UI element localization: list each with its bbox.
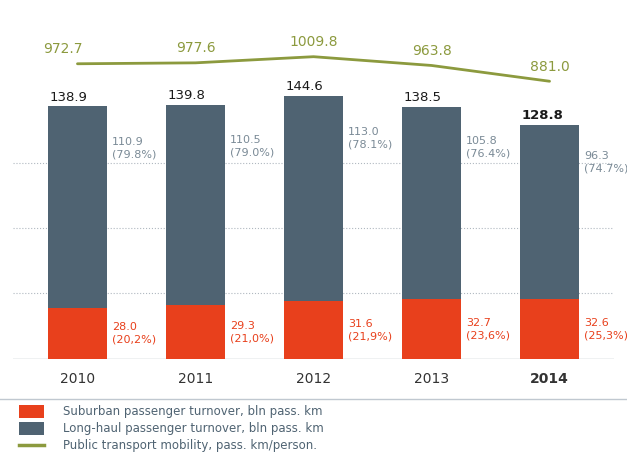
Text: 2013: 2013 [414,372,449,386]
Bar [48,308,107,359]
Text: 32.7
(23,6%): 32.7 (23,6%) [466,318,510,340]
FancyBboxPatch shape [19,422,44,435]
Text: 977.6: 977.6 [176,41,215,55]
Bar [48,106,107,308]
Text: Suburban passenger turnover, bln pass. km: Suburban passenger turnover, bln pass. k… [63,405,322,418]
Bar [284,301,343,359]
Text: 2011: 2011 [178,372,213,386]
Text: 972.7: 972.7 [43,42,83,56]
Text: 144.6: 144.6 [285,80,323,94]
Text: 963.8: 963.8 [412,44,451,58]
Text: Long-haul passenger turnover, bln pass. km: Long-haul passenger turnover, bln pass. … [63,422,324,435]
Text: 138.5: 138.5 [403,91,441,104]
Bar [166,105,225,306]
Bar [166,306,225,359]
Text: 2012: 2012 [296,372,331,386]
Text: 105.8
(76.4%): 105.8 (76.4%) [466,136,510,158]
Text: 2010: 2010 [60,372,95,386]
Text: 32.6
(25,3%): 32.6 (25,3%) [584,318,627,340]
Bar [402,299,461,359]
Text: 110.9
(79.8%): 110.9 (79.8%) [112,137,156,159]
Text: 881.0: 881.0 [530,59,569,74]
Text: 2014: 2014 [530,372,569,386]
Text: 128.8: 128.8 [521,109,563,122]
Text: 96.3
(74.7%): 96.3 (74.7%) [584,151,627,173]
FancyBboxPatch shape [19,405,44,418]
Text: 28.0
(20,2%): 28.0 (20,2%) [112,322,155,345]
Bar [520,124,579,300]
Text: 113.0
(78.1%): 113.0 (78.1%) [348,127,392,149]
Text: 29.3
(21,0%): 29.3 (21,0%) [229,321,274,343]
Bar [284,96,343,301]
Text: 1009.8: 1009.8 [289,35,338,49]
Bar [520,300,579,359]
Text: 139.8: 139.8 [167,89,205,102]
Bar [402,107,461,299]
Text: 31.6
(21,9%): 31.6 (21,9%) [348,319,392,341]
Text: Public transport mobility, pass. km/person.: Public transport mobility, pass. km/pers… [63,439,317,452]
Text: 138.9: 138.9 [49,91,87,104]
Text: 110.5
(79.0%): 110.5 (79.0%) [229,135,274,157]
